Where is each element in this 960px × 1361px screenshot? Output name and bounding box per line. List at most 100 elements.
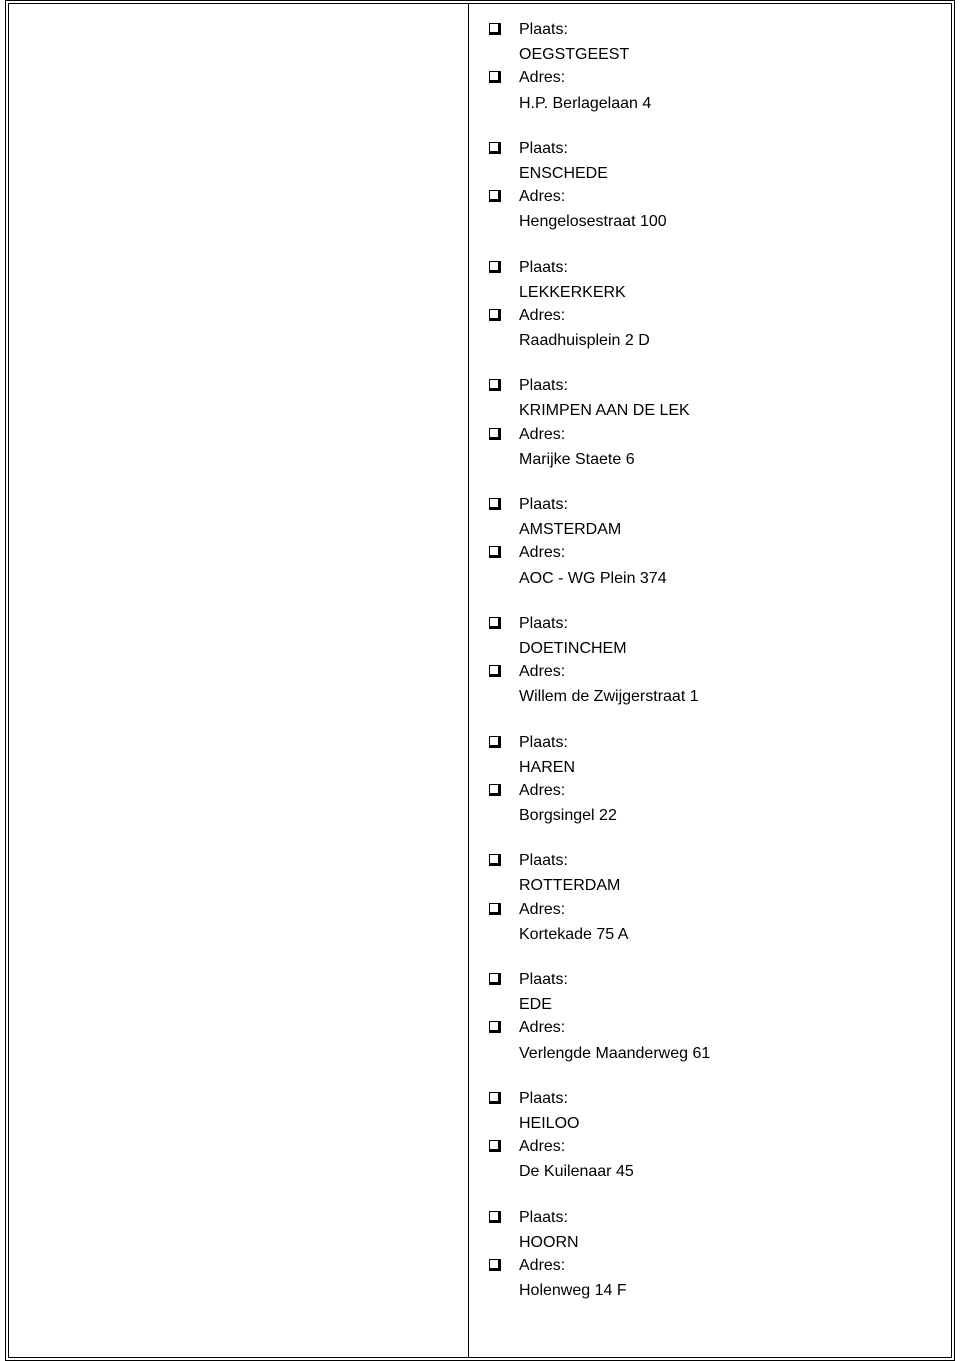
- indent-spacer: [489, 804, 519, 827]
- address-entry: Plaats:OEGSTGEESTAdres:H.P. Berlagelaan …: [489, 18, 931, 115]
- address-entry: Plaats:ENSCHEDEAdres:Hengelosestraat 100: [489, 137, 931, 234]
- address-entry: Plaats:LEKKERKERKAdres:Raadhuisplein 2 D: [489, 256, 931, 353]
- list-bullet-icon: [489, 784, 501, 796]
- document-page: Plaats:OEGSTGEESTAdres:H.P. Berlagelaan …: [0, 0, 960, 1361]
- list-bullet-icon: [489, 261, 501, 273]
- adres-label-row: Adres:: [489, 541, 931, 564]
- list-bullet-icon: [489, 903, 501, 915]
- list-bullet-icon: [489, 428, 501, 440]
- indent-spacer: [489, 518, 519, 541]
- plaats-value-row: HEILOO: [489, 1112, 931, 1135]
- indent-spacer: [489, 162, 519, 185]
- plaats-value-row: KRIMPEN AAN DE LEK: [489, 399, 931, 422]
- adres-value-row: AOC - WG Plein 374: [489, 567, 931, 590]
- adres-value: Raadhuisplein 2 D: [519, 329, 650, 352]
- plaats-value: AMSTERDAM: [519, 518, 621, 541]
- right-column: Plaats:OEGSTGEESTAdres:H.P. Berlagelaan …: [469, 4, 951, 1357]
- plaats-value-row: EDE: [489, 993, 931, 1016]
- plaats-value: KRIMPEN AAN DE LEK: [519, 399, 690, 422]
- list-bullet-icon: [489, 1259, 501, 1271]
- adres-label-row: Adres:: [489, 185, 931, 208]
- list-bullet-icon: [489, 1211, 501, 1223]
- adres-value: AOC - WG Plein 374: [519, 567, 667, 590]
- plaats-label-row: Plaats:: [489, 849, 931, 872]
- inner-frame: Plaats:OEGSTGEESTAdres:H.P. Berlagelaan …: [8, 3, 952, 1358]
- adres-label: Adres:: [519, 898, 565, 921]
- indent-spacer: [489, 567, 519, 590]
- plaats-label: Plaats:: [519, 731, 568, 754]
- plaats-label: Plaats:: [519, 1087, 568, 1110]
- plaats-label-row: Plaats:: [489, 137, 931, 160]
- indent-spacer: [489, 329, 519, 352]
- indent-spacer: [489, 1279, 519, 1302]
- indent-spacer: [489, 923, 519, 946]
- adres-label-row: Adres:: [489, 1135, 931, 1158]
- adres-label-row: Adres:: [489, 898, 931, 921]
- plaats-label-row: Plaats:: [489, 256, 931, 279]
- address-entry: Plaats:KRIMPEN AAN DE LEKAdres:Marijke S…: [489, 374, 931, 471]
- list-bullet-icon: [489, 973, 501, 985]
- adres-label: Adres:: [519, 541, 565, 564]
- list-bullet-icon: [489, 1021, 501, 1033]
- adres-label-row: Adres:: [489, 66, 931, 89]
- adres-value-row: Kortekade 75 A: [489, 923, 931, 946]
- adres-value: Kortekade 75 A: [519, 923, 628, 946]
- indent-spacer: [489, 1160, 519, 1183]
- plaats-label: Plaats:: [519, 968, 568, 991]
- plaats-value: DOETINCHEM: [519, 637, 627, 660]
- adres-label: Adres:: [519, 423, 565, 446]
- plaats-label: Plaats:: [519, 18, 568, 41]
- indent-spacer: [489, 685, 519, 708]
- adres-label: Adres:: [519, 779, 565, 802]
- adres-value-row: Raadhuisplein 2 D: [489, 329, 931, 352]
- plaats-label-row: Plaats:: [489, 968, 931, 991]
- plaats-label: Plaats:: [519, 374, 568, 397]
- plaats-value-row: AMSTERDAM: [489, 518, 931, 541]
- adres-value-row: Hengelosestraat 100: [489, 210, 931, 233]
- plaats-value: HAREN: [519, 756, 575, 779]
- list-bullet-icon: [489, 736, 501, 748]
- indent-spacer: [489, 43, 519, 66]
- plaats-value: LEKKERKERK: [519, 281, 626, 304]
- address-entry: Plaats:HARENAdres:Borgsingel 22: [489, 731, 931, 828]
- list-bullet-icon: [489, 309, 501, 321]
- plaats-value: ENSCHEDE: [519, 162, 608, 185]
- plaats-label-row: Plaats:: [489, 731, 931, 754]
- adres-value-row: H.P. Berlagelaan 4: [489, 92, 931, 115]
- indent-spacer: [489, 1231, 519, 1254]
- left-column: [9, 4, 469, 1357]
- address-entry: Plaats:ROTTERDAMAdres:Kortekade 75 A: [489, 849, 931, 946]
- adres-label: Adres:: [519, 185, 565, 208]
- adres-value: Borgsingel 22: [519, 804, 617, 827]
- adres-value: De Kuilenaar 45: [519, 1160, 634, 1183]
- adres-value-row: Marijke Staete 6: [489, 448, 931, 471]
- list-bullet-icon: [489, 379, 501, 391]
- plaats-label-row: Plaats:: [489, 1087, 931, 1110]
- plaats-label: Plaats:: [519, 137, 568, 160]
- list-bullet-icon: [489, 1092, 501, 1104]
- plaats-label-row: Plaats:: [489, 1206, 931, 1229]
- plaats-value-row: ROTTERDAM: [489, 874, 931, 897]
- list-bullet-icon: [489, 665, 501, 677]
- plaats-label: Plaats:: [519, 1206, 568, 1229]
- indent-spacer: [489, 1042, 519, 1065]
- address-entry: Plaats:DOETINCHEMAdres:Willem de Zwijger…: [489, 612, 931, 709]
- adres-value: Holenweg 14 F: [519, 1279, 627, 1302]
- adres-value: Hengelosestraat 100: [519, 210, 667, 233]
- list-bullet-icon: [489, 190, 501, 202]
- indent-spacer: [489, 448, 519, 471]
- plaats-label: Plaats:: [519, 849, 568, 872]
- adres-label: Adres:: [519, 1254, 565, 1277]
- adres-value: Marijke Staete 6: [519, 448, 635, 471]
- adres-label-row: Adres:: [489, 1254, 931, 1277]
- list-bullet-icon: [489, 23, 501, 35]
- plaats-label: Plaats:: [519, 256, 568, 279]
- plaats-value: HOORN: [519, 1231, 579, 1254]
- plaats-value-row: LEKKERKERK: [489, 281, 931, 304]
- indent-spacer: [489, 756, 519, 779]
- plaats-value-row: HOORN: [489, 1231, 931, 1254]
- adres-value-row: Borgsingel 22: [489, 804, 931, 827]
- plaats-label-row: Plaats:: [489, 18, 931, 41]
- adres-value: Willem de Zwijgerstraat 1: [519, 685, 699, 708]
- plaats-value-row: ENSCHEDE: [489, 162, 931, 185]
